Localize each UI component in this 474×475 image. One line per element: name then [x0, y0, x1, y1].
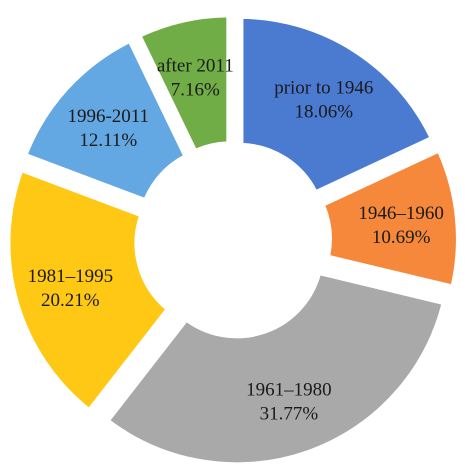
slice-0 — [241, 16, 432, 193]
slice-name-4: 1996-2011 — [67, 106, 149, 127]
slice-label-1: 1946–1960 10.69% — [358, 203, 444, 248]
slice-value-4: 12.11% — [79, 130, 137, 151]
slice-name-0: prior to 1946 — [274, 77, 373, 98]
slice-value-3: 20.21% — [41, 290, 100, 311]
slice-value-0: 18.06% — [295, 101, 354, 122]
slice-name-5: after 2011 — [157, 55, 234, 76]
slice-2 — [107, 273, 444, 465]
slice-label-2: 1961–1980 31.77% — [246, 379, 332, 424]
slice-value-5: 7.16% — [171, 79, 220, 100]
slice-3 — [8, 170, 168, 411]
slice-5 — [139, 15, 229, 151]
slice-label-5: after 2011 7.16% — [157, 55, 234, 100]
labels-group: prior to 1946 18.06% 1946–1960 10.69% 1961–1… — [28, 55, 444, 424]
slice-name-1: 1946–1960 — [358, 203, 444, 224]
slice-4 — [25, 40, 186, 201]
slice-name-3: 1981–1995 — [28, 266, 114, 287]
slice-1 — [322, 150, 458, 287]
slice-label-4: 1996-2011 12.11% — [67, 106, 149, 151]
slices-group — [8, 15, 458, 465]
slice-name-2: 1961–1980 — [246, 379, 332, 400]
slice-value-2: 31.77% — [260, 403, 319, 424]
slice-label-3: 1981–1995 20.21% — [28, 266, 114, 311]
slice-value-1: 10.69% — [372, 227, 431, 248]
slice-label-0: prior to 1946 18.06% — [274, 77, 373, 122]
